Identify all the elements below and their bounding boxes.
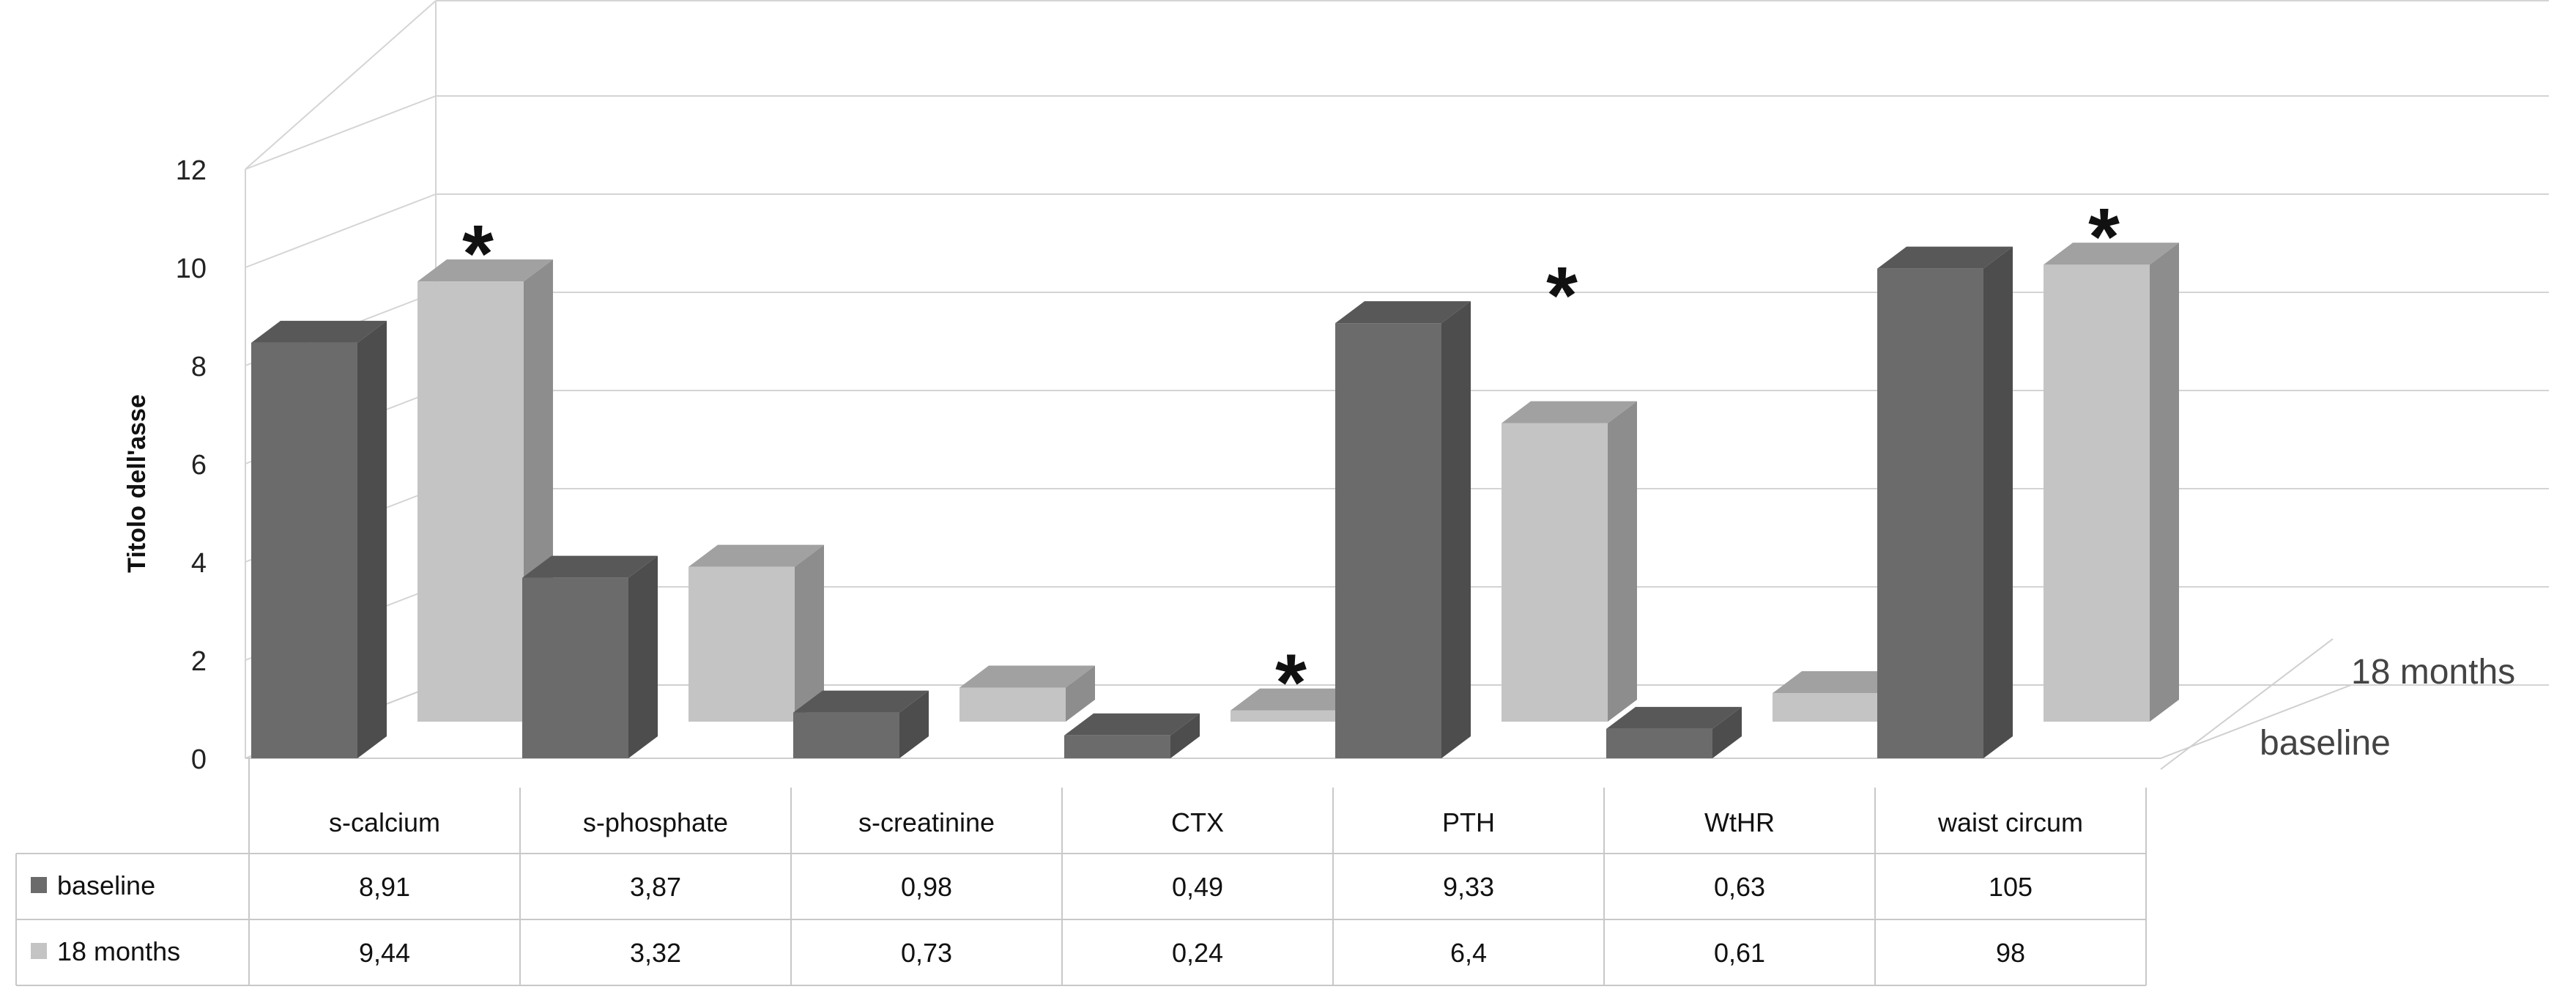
y-tick-label: 0 (191, 744, 207, 775)
category-label-ctx: CTX (1171, 807, 1224, 837)
data-label-baseline-wthr: 0,63 (1714, 872, 1765, 902)
significance-star: * (2088, 192, 2120, 282)
data-label-baseline-pth: 9,33 (1443, 872, 1494, 902)
bar-baseline-waist-circum (1877, 246, 2013, 758)
depth-label-18-months: 18 months (2351, 653, 2515, 692)
y-tick-label: 6 (191, 450, 207, 481)
bar-baseline-s-creatinine (793, 690, 929, 758)
data-label-baseline-s-phosphate: 3,87 (630, 872, 681, 902)
depth-label-baseline: baseline (2260, 724, 2391, 763)
data-label-18-months-s-phosphate: 3,32 (630, 938, 681, 968)
data-label-18-months-s-creatinine: 0,73 (901, 938, 952, 968)
data-label-baseline-ctx: 0,49 (1172, 872, 1223, 902)
bar-18-months-wthr (1773, 671, 1908, 722)
category-label-s-creatinine: s-creatinine (858, 807, 995, 837)
legend-label-18-months: 18 months (57, 936, 180, 966)
bar-baseline-ctx (1064, 713, 1200, 758)
bar-baseline-wthr (1606, 706, 1742, 758)
gridline-side (245, 0, 437, 170)
bar-18-months-pth (1502, 401, 1637, 722)
y-tick-label: 8 (191, 352, 207, 382)
legend-swatch-baseline (31, 877, 47, 893)
category-label-waist-circum: waist circum (1937, 807, 2083, 837)
bar-baseline-s-calcium (251, 320, 387, 758)
y-tick-label: 4 (191, 548, 207, 579)
gridline-side (245, 193, 437, 268)
bar-baseline-s-phosphate (522, 555, 658, 758)
data-label-18-months-s-calcium: 9,44 (359, 938, 410, 968)
y-tick-label: 2 (191, 646, 207, 677)
depth-axis-line (2160, 638, 2334, 770)
legend-label-baseline: baseline (57, 870, 155, 900)
y-tick-label: 10 (176, 253, 207, 284)
bar-18-months-s-phosphate (688, 544, 824, 722)
legend-swatch-18-months (31, 943, 47, 959)
data-table (15, 758, 2147, 986)
bar-18-months-waist-circum (2044, 243, 2179, 722)
significance-star: * (1275, 638, 1307, 728)
data-label-18-months-wthr: 0,61 (1714, 938, 1765, 968)
category-label-pth: PTH (1442, 807, 1495, 837)
bar-18-months-s-creatinine (959, 665, 1095, 722)
category-label-s-phosphate: s-phosphate (583, 807, 728, 837)
data-label-18-months-pth: 6,4 (1450, 938, 1487, 968)
bar-baseline-pth (1335, 301, 1471, 758)
data-label-18-months-ctx: 0,24 (1172, 938, 1223, 968)
data-label-18-months-waist-circum: 98 (1996, 938, 2025, 968)
significance-star: * (462, 209, 494, 299)
data-label-baseline-s-creatinine: 0,98 (901, 872, 952, 902)
gridline-side (245, 95, 437, 170)
y-tick-label: 12 (176, 155, 207, 186)
y-axis-title: Titolo dell'asse (123, 394, 151, 573)
category-label-s-calcium: s-calcium (329, 807, 440, 837)
data-label-baseline-s-calcium: 8,91 (359, 872, 410, 902)
data-label-baseline-waist-circum: 105 (1989, 872, 2033, 902)
category-label-wthr: WtHR (1704, 807, 1775, 837)
significance-star: * (1546, 251, 1578, 341)
